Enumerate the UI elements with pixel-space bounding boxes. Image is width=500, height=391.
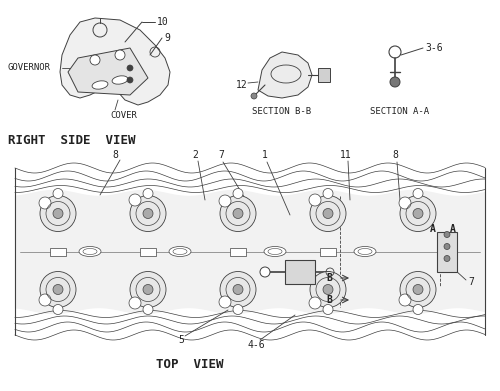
Polygon shape xyxy=(60,18,170,105)
Circle shape xyxy=(127,65,133,71)
Text: 2: 2 xyxy=(192,150,198,160)
Circle shape xyxy=(310,271,346,307)
Circle shape xyxy=(323,305,333,314)
Circle shape xyxy=(233,208,243,219)
Ellipse shape xyxy=(92,81,108,89)
Circle shape xyxy=(127,77,133,83)
Circle shape xyxy=(413,208,423,219)
Circle shape xyxy=(233,305,243,314)
Circle shape xyxy=(219,195,231,207)
Circle shape xyxy=(260,267,270,277)
Circle shape xyxy=(130,271,166,307)
Circle shape xyxy=(130,196,166,231)
Circle shape xyxy=(309,297,321,309)
Text: 11: 11 xyxy=(340,150,352,160)
Ellipse shape xyxy=(79,246,101,256)
Circle shape xyxy=(413,285,423,294)
FancyBboxPatch shape xyxy=(318,68,330,82)
Circle shape xyxy=(390,77,400,87)
Text: 9: 9 xyxy=(164,33,170,43)
Bar xyxy=(50,248,66,255)
Circle shape xyxy=(251,93,257,99)
Text: 12: 12 xyxy=(236,80,248,90)
Circle shape xyxy=(220,271,256,307)
Circle shape xyxy=(53,285,63,294)
Circle shape xyxy=(310,196,346,231)
Text: 10: 10 xyxy=(157,17,169,27)
Text: A: A xyxy=(430,224,436,235)
Circle shape xyxy=(40,196,76,231)
Text: 7: 7 xyxy=(468,277,474,287)
Circle shape xyxy=(399,294,411,306)
Polygon shape xyxy=(68,48,148,95)
Circle shape xyxy=(143,285,153,294)
Text: SECTION B-B: SECTION B-B xyxy=(252,108,311,117)
Circle shape xyxy=(53,188,63,199)
Circle shape xyxy=(129,194,141,206)
Circle shape xyxy=(53,208,63,219)
Circle shape xyxy=(220,196,256,231)
Text: 8: 8 xyxy=(392,150,398,160)
Bar xyxy=(230,248,246,255)
Bar xyxy=(140,248,156,255)
Circle shape xyxy=(90,55,100,65)
Polygon shape xyxy=(258,52,312,98)
Circle shape xyxy=(413,188,423,199)
Circle shape xyxy=(413,305,423,314)
Circle shape xyxy=(400,196,436,231)
Circle shape xyxy=(143,305,153,314)
Text: B: B xyxy=(326,295,332,305)
Text: 1: 1 xyxy=(262,150,268,160)
Bar xyxy=(285,260,315,284)
Text: SECTION A-A: SECTION A-A xyxy=(370,108,429,117)
Circle shape xyxy=(233,188,243,199)
Circle shape xyxy=(444,231,450,237)
Circle shape xyxy=(399,197,411,209)
Text: 8: 8 xyxy=(112,150,118,160)
Ellipse shape xyxy=(169,246,191,256)
Ellipse shape xyxy=(264,246,286,256)
Circle shape xyxy=(53,305,63,314)
Text: COVER: COVER xyxy=(110,111,137,120)
Circle shape xyxy=(115,50,125,60)
Circle shape xyxy=(323,285,333,294)
Text: 5: 5 xyxy=(178,335,184,345)
Text: TOP  VIEW: TOP VIEW xyxy=(156,359,224,371)
Bar xyxy=(437,231,457,271)
Circle shape xyxy=(39,197,51,209)
Circle shape xyxy=(39,294,51,306)
Text: B: B xyxy=(326,273,332,283)
Circle shape xyxy=(219,296,231,308)
Circle shape xyxy=(323,208,333,219)
Text: 4-6: 4-6 xyxy=(248,340,266,350)
Ellipse shape xyxy=(112,76,128,84)
Circle shape xyxy=(143,208,153,219)
Text: 3-6: 3-6 xyxy=(425,43,442,53)
Circle shape xyxy=(233,285,243,294)
Text: GOVERNOR: GOVERNOR xyxy=(8,63,51,72)
Bar xyxy=(320,248,336,255)
Circle shape xyxy=(444,244,450,249)
Circle shape xyxy=(400,271,436,307)
Circle shape xyxy=(444,255,450,262)
Circle shape xyxy=(40,271,76,307)
Text: A: A xyxy=(450,224,456,235)
Text: 7: 7 xyxy=(218,150,224,160)
Circle shape xyxy=(143,188,153,199)
Circle shape xyxy=(323,188,333,199)
Circle shape xyxy=(129,297,141,309)
Ellipse shape xyxy=(354,246,376,256)
Text: RIGHT  SIDE  VIEW: RIGHT SIDE VIEW xyxy=(8,133,136,147)
Circle shape xyxy=(309,194,321,206)
